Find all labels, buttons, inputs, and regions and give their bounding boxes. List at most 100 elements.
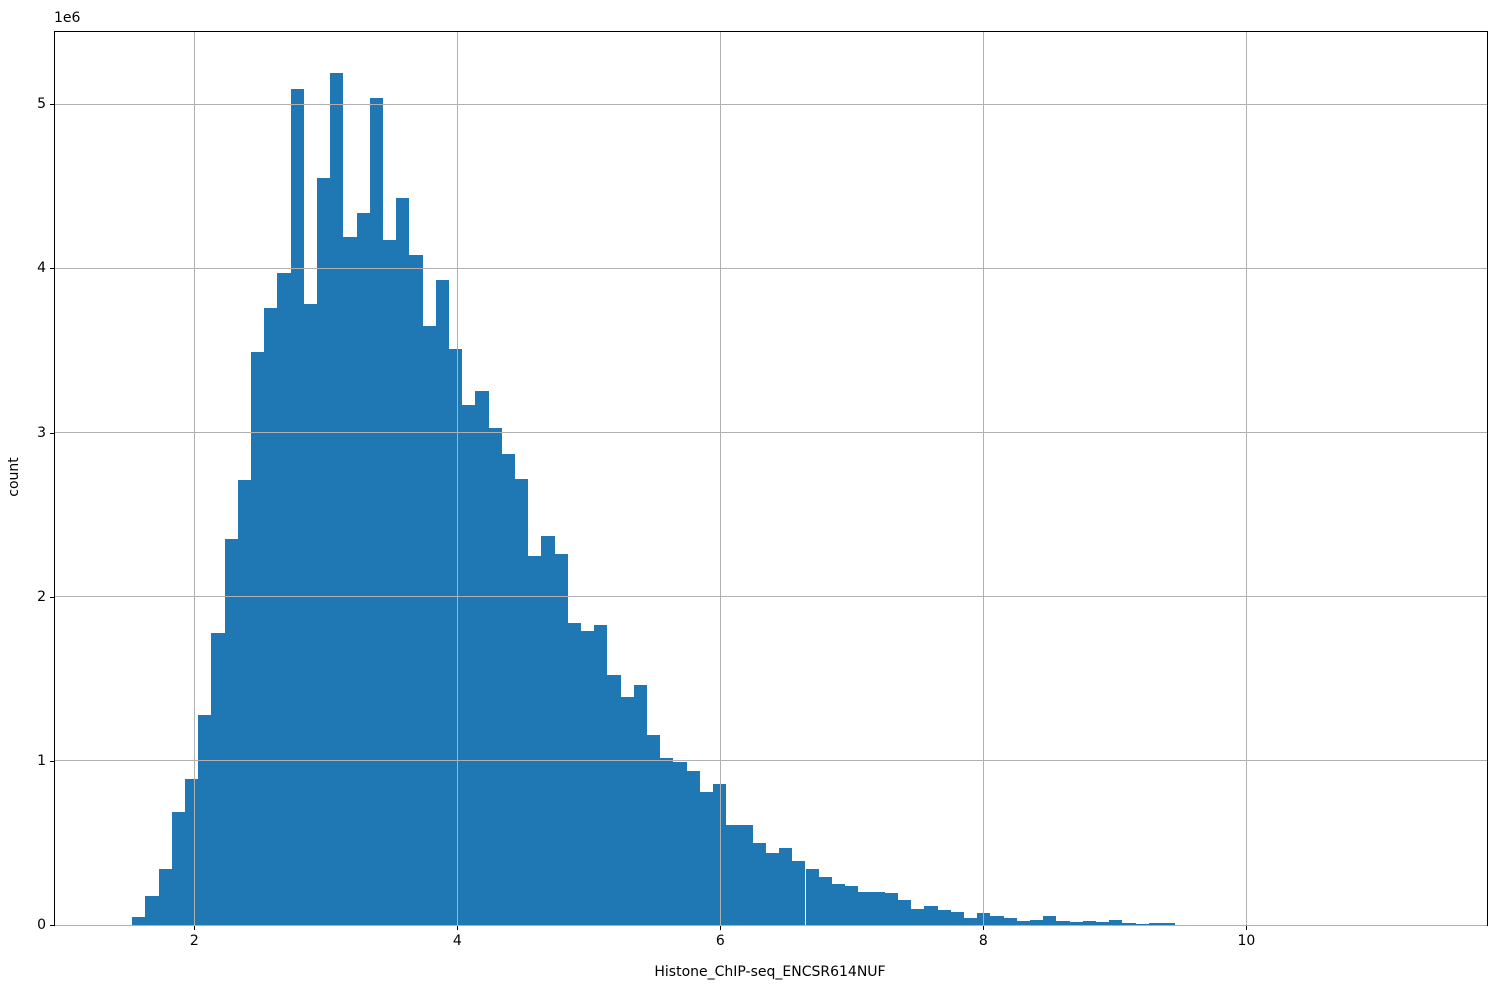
histogram-bar (145, 896, 159, 925)
histogram-bar (171, 811, 185, 925)
histogram-bar (567, 622, 582, 925)
histogram-bar (303, 304, 317, 925)
histogram-bar (620, 696, 634, 925)
y-gridline (55, 596, 1487, 598)
histogram-bar (475, 391, 489, 925)
histogram-bar (660, 757, 674, 925)
histogram-bar (132, 917, 146, 925)
histogram-bar (251, 352, 265, 925)
histogram-bar (330, 73, 344, 925)
histogram-bar (396, 197, 410, 925)
histogram-bar (1148, 923, 1162, 925)
histogram-bar (581, 631, 595, 925)
histogram-bar (950, 912, 964, 925)
histogram-bar (937, 909, 951, 925)
histogram-bar (713, 783, 727, 925)
histogram-bar (449, 348, 463, 925)
histogram-bar (1069, 922, 1083, 925)
x-gridline (982, 32, 984, 925)
histogram-bar (871, 892, 885, 925)
y-tick-mark (50, 432, 54, 434)
histogram-bar (990, 916, 1004, 925)
y-gridline (55, 924, 1487, 926)
histogram-bar (699, 792, 714, 925)
histogram-bar (739, 824, 753, 925)
y-tick-label: 4 (37, 260, 46, 277)
histogram-bar (237, 480, 251, 925)
histogram-bar (462, 404, 476, 925)
x-tick-label: 2 (189, 933, 199, 949)
histogram-bar (1082, 920, 1096, 925)
histogram-bar (765, 852, 780, 925)
histogram-bar (290, 89, 304, 925)
histogram-bar (818, 877, 832, 925)
y-tick-mark (50, 104, 54, 106)
histogram-bar (541, 535, 555, 925)
y-gridline (55, 103, 1487, 105)
histogram-bar (501, 453, 516, 925)
histogram-bar (488, 427, 502, 925)
histogram-bar (1161, 923, 1176, 925)
histogram-bar (1122, 923, 1136, 925)
y-axis-label: count (6, 457, 22, 497)
histogram-bar (607, 675, 621, 925)
histogram-bar (184, 778, 199, 925)
x-gridline (719, 32, 721, 925)
y-tick-mark (50, 596, 54, 598)
histogram-bar (409, 255, 423, 925)
y-gridline (55, 267, 1487, 269)
histogram-bar (647, 734, 661, 925)
histogram-bar (422, 325, 436, 925)
histogram-bar (528, 555, 542, 925)
histogram-bar (924, 906, 938, 925)
histogram-bar (633, 685, 648, 925)
y-gridline (55, 760, 1487, 762)
y-tick-mark (50, 760, 54, 762)
y-axis-offset-text: 1e6 (54, 10, 81, 26)
histogram-bar (686, 770, 700, 925)
x-gridline (1245, 32, 1247, 925)
histogram-bar (211, 632, 225, 925)
plot-area (54, 31, 1488, 926)
histogram-bar (977, 913, 991, 925)
histogram-bar (356, 212, 370, 925)
histogram-bar (779, 847, 793, 925)
histogram-bar (752, 842, 766, 925)
histogram-bar (277, 273, 291, 925)
y-tick-mark (50, 925, 54, 926)
histogram-bar (858, 892, 872, 925)
histogram-bar (911, 908, 925, 925)
histogram-bar (369, 97, 384, 925)
x-tick-mark (457, 926, 459, 930)
histogram-bar (158, 869, 172, 925)
histogram-bar (897, 899, 912, 925)
x-tick-mark (983, 926, 985, 930)
histogram-bar (198, 714, 212, 925)
x-tick-label: 10 (1237, 933, 1256, 949)
x-axis-label: Histone_ChIP-seq_ENCSR614NUF (654, 964, 886, 980)
x-gridline (456, 32, 458, 925)
histogram-bar (726, 824, 740, 925)
histogram-bar (343, 237, 357, 925)
histogram-bar (554, 554, 568, 925)
histogram-bar (1109, 919, 1123, 925)
x-gridline (193, 32, 195, 925)
x-tick-mark (194, 926, 196, 930)
y-tick-label: 1 (37, 752, 46, 769)
histogram-bar (792, 860, 806, 925)
y-gridline (55, 432, 1487, 434)
histogram-bars (55, 32, 1487, 925)
x-tick-mark (720, 926, 722, 930)
histogram-bar (1003, 917, 1017, 925)
y-tick-label: 5 (37, 96, 46, 113)
histogram-bar (884, 892, 898, 925)
histogram-bar (224, 539, 238, 925)
x-tick-label: 8 (978, 933, 988, 949)
histogram-bar (1029, 919, 1044, 925)
y-tick-label: 0 (37, 917, 46, 933)
histogram-bar (317, 178, 331, 925)
x-tick-label: 4 (452, 933, 462, 949)
gridlines (55, 32, 1487, 926)
x-tick-label: 6 (715, 933, 725, 949)
